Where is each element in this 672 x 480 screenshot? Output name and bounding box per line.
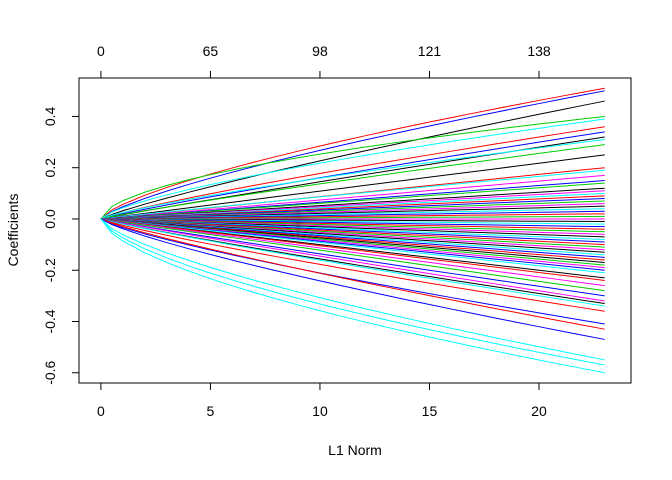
x-axis-ticks: 0 5 10 15 20 — [97, 383, 547, 419]
y-axis-title: Coefficients — [5, 194, 21, 267]
coefficient-path-3 — [100, 100, 605, 220]
top-tick-label: 138 — [527, 43, 551, 59]
coefficient-path-16 — [100, 182, 605, 220]
coefficient-path-53 — [100, 218, 605, 287]
coefficient-path-1 — [100, 87, 605, 220]
coefficient-path-60 — [100, 218, 605, 325]
top-tick-label: 121 — [418, 43, 442, 59]
coefficient-path-14 — [100, 174, 605, 220]
x-tick-label: 5 — [207, 403, 215, 419]
coefficient-path-7 — [100, 131, 605, 220]
y-tick-label: -0.6 — [42, 360, 58, 384]
y-tick-label: 0.0 — [42, 209, 58, 229]
coefficient-path-58 — [100, 218, 605, 307]
coefficient-path-13 — [100, 169, 605, 220]
coefficient-path-62 — [100, 218, 605, 340]
y-tick-label: -0.4 — [42, 309, 58, 333]
x-tick-label: 20 — [531, 403, 547, 419]
top-tick-label: 98 — [312, 43, 328, 59]
coefficient-path-63 — [100, 218, 605, 361]
y-axis-ticks: -0.6 -0.4 -0.2 0.0 0.2 0.4 — [42, 107, 79, 385]
coefficient-path-2 — [100, 90, 605, 220]
coefficient-path-6 — [100, 126, 605, 220]
top-tick-label: 65 — [203, 43, 219, 59]
x-tick-label: 0 — [97, 403, 105, 419]
coefficient-path-5 — [100, 118, 605, 220]
coefficient-path-54 — [100, 218, 605, 292]
coefficient-path-50 — [100, 218, 605, 274]
coefficient-paths — [100, 87, 605, 374]
coefficient-path-59 — [100, 218, 605, 312]
coefficient-path-11 — [100, 154, 605, 220]
coefficient-path-64 — [100, 218, 605, 366]
coefficient-path-52 — [100, 218, 605, 281]
top-axis-ticks: 0 65 98 121 138 — [97, 43, 551, 78]
y-tick-label: -0.2 — [42, 258, 58, 282]
top-tick-label: 0 — [97, 43, 105, 59]
coefficient-path-4 — [100, 115, 605, 220]
x-tick-label: 10 — [312, 403, 328, 419]
y-tick-label: 0.2 — [42, 158, 58, 178]
coefficient-path-10 — [100, 144, 605, 220]
coefficient-path-56 — [100, 218, 605, 302]
coefficient-path-55 — [100, 218, 605, 297]
y-tick-label: 0.4 — [42, 107, 58, 127]
coefficient-path-65 — [100, 218, 605, 374]
coefficient-path-9 — [100, 139, 605, 220]
x-tick-label: 15 — [422, 403, 438, 419]
x-axis-title: L1 Norm — [328, 442, 382, 458]
coefficient-path-61 — [100, 218, 605, 330]
